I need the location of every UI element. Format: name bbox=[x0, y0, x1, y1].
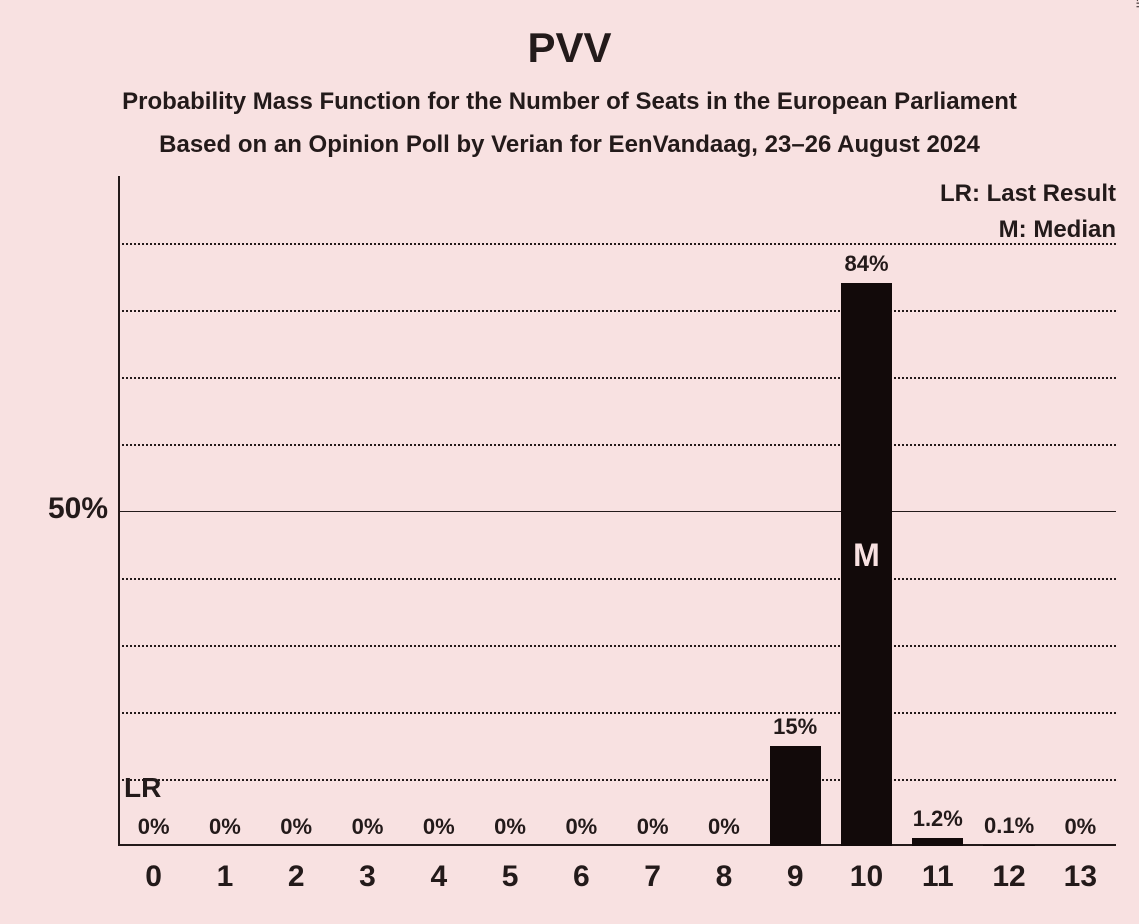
bar bbox=[912, 838, 963, 846]
bar-value-label: 0% bbox=[328, 814, 408, 840]
x-axis-label: 4 bbox=[403, 860, 474, 894]
bar-value-label: 0% bbox=[256, 814, 336, 840]
x-axis-label: 6 bbox=[546, 860, 617, 894]
x-axis-label: 13 bbox=[1045, 860, 1116, 894]
x-axis-label: 7 bbox=[617, 860, 688, 894]
gridline-minor bbox=[118, 243, 1116, 245]
bar-value-label: 0% bbox=[399, 814, 479, 840]
bar-value-label: 0% bbox=[114, 814, 194, 840]
x-axis-label: 0 bbox=[118, 860, 189, 894]
last-result-marker: LR bbox=[124, 772, 161, 804]
chart-subtitle-1: Probability Mass Function for the Number… bbox=[0, 88, 1139, 116]
bar-value-label: 0% bbox=[1040, 814, 1120, 840]
gridline-minor bbox=[118, 310, 1116, 312]
x-axis-label: 8 bbox=[688, 860, 759, 894]
copyright-text: © 2024 Filip van Laenen bbox=[1133, 0, 1139, 8]
plot-area: 50%0%0LR0%10%20%30%40%50%60%70%815%984%1… bbox=[118, 176, 1116, 846]
bar-value-label: 0% bbox=[470, 814, 550, 840]
x-axis bbox=[118, 844, 1116, 846]
bar-value-label: 0% bbox=[185, 814, 265, 840]
legend-median: M: Median bbox=[999, 216, 1116, 244]
gridline-major bbox=[118, 511, 1116, 512]
bar-value-label: 0% bbox=[684, 814, 764, 840]
bar bbox=[983, 845, 1034, 846]
bar-value-label: 0% bbox=[613, 814, 693, 840]
bar-value-label: 0.1% bbox=[969, 813, 1049, 839]
x-axis-label: 2 bbox=[261, 860, 332, 894]
bar bbox=[770, 746, 821, 847]
median-marker: M bbox=[841, 537, 892, 574]
chart-title: PVV bbox=[0, 24, 1139, 72]
chart-subtitle-2: Based on an Opinion Poll by Verian for E… bbox=[0, 131, 1139, 159]
bar-value-label: 1.2% bbox=[898, 806, 978, 832]
bar-value-label: 84% bbox=[827, 251, 907, 277]
gridline-minor bbox=[118, 779, 1116, 781]
legend-lr: LR: Last Result bbox=[940, 180, 1116, 208]
x-axis-label: 3 bbox=[332, 860, 403, 894]
bar-value-label: 0% bbox=[541, 814, 621, 840]
x-axis-label: 10 bbox=[831, 860, 902, 894]
bar-value-label: 15% bbox=[755, 714, 835, 740]
x-axis-label: 9 bbox=[760, 860, 831, 894]
gridline-minor bbox=[118, 712, 1116, 714]
x-axis-label: 5 bbox=[474, 860, 545, 894]
gridline-minor bbox=[118, 444, 1116, 446]
x-axis-label: 12 bbox=[973, 860, 1044, 894]
y-axis-label: 50% bbox=[22, 492, 108, 526]
gridline-minor bbox=[118, 578, 1116, 580]
gridline-minor bbox=[118, 377, 1116, 379]
gridline-minor bbox=[118, 645, 1116, 647]
y-axis bbox=[118, 176, 120, 846]
x-axis-label: 11 bbox=[902, 860, 973, 894]
x-axis-label: 1 bbox=[189, 860, 260, 894]
